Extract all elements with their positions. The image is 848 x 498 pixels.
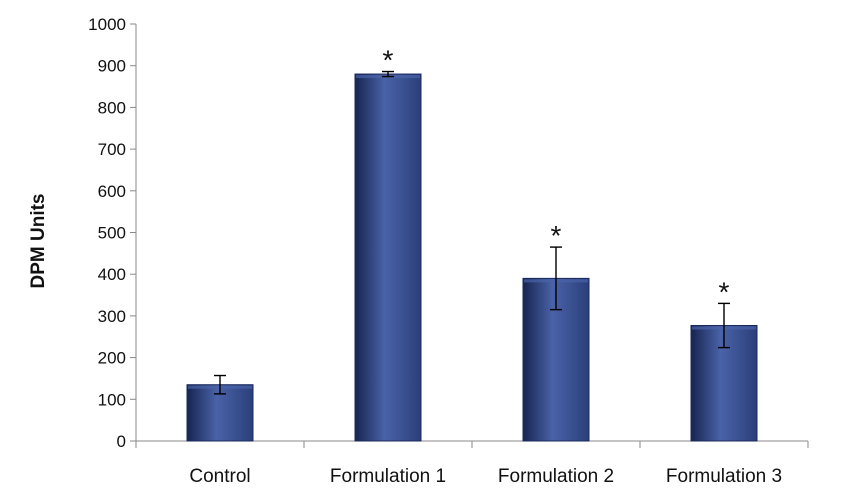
y-tick-label: 200	[98, 349, 126, 368]
y-tick-label: 100	[98, 390, 126, 409]
y-tick-label: 500	[98, 224, 126, 243]
y-tick-label: 600	[98, 182, 126, 201]
category-label: Formulation 3	[666, 466, 782, 487]
labels: 0 100 200 300 400 500 600 700 800 900 1000 Control *…	[88, 15, 782, 487]
category-label: Formulation 2	[498, 466, 614, 487]
significance-marker: *	[719, 276, 730, 307]
y-axis-label: DPM Units	[28, 194, 49, 289]
significance-marker: *	[383, 45, 394, 76]
y-tick-label: 700	[98, 140, 126, 159]
y-tick-label: 800	[98, 98, 126, 117]
y-tick-label: 900	[98, 57, 126, 76]
y-tick-label: 1000	[88, 15, 126, 34]
y-tick-label: 400	[98, 265, 126, 284]
category-label: Formulation 1	[330, 466, 446, 487]
y-tick-label: 300	[98, 307, 126, 326]
significance-marker: *	[551, 220, 562, 251]
bar	[354, 73, 422, 442]
bars	[186, 70, 758, 442]
category-label: Control	[189, 466, 250, 487]
y-tick-label: 0	[117, 432, 126, 451]
